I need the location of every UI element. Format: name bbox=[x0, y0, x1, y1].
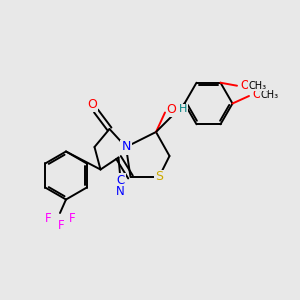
Text: N: N bbox=[116, 184, 125, 198]
Text: S: S bbox=[155, 170, 163, 184]
Text: O: O bbox=[253, 88, 262, 101]
Text: H: H bbox=[179, 104, 187, 115]
Text: F: F bbox=[58, 219, 65, 232]
Text: O: O bbox=[88, 98, 97, 111]
Text: F: F bbox=[69, 212, 75, 226]
Text: CH₃: CH₃ bbox=[249, 81, 267, 91]
Text: O: O bbox=[167, 103, 176, 116]
Text: CH₃: CH₃ bbox=[261, 89, 279, 100]
Text: N: N bbox=[121, 140, 131, 154]
Text: O: O bbox=[241, 79, 250, 92]
Text: C: C bbox=[116, 173, 125, 187]
Text: F: F bbox=[45, 212, 52, 226]
